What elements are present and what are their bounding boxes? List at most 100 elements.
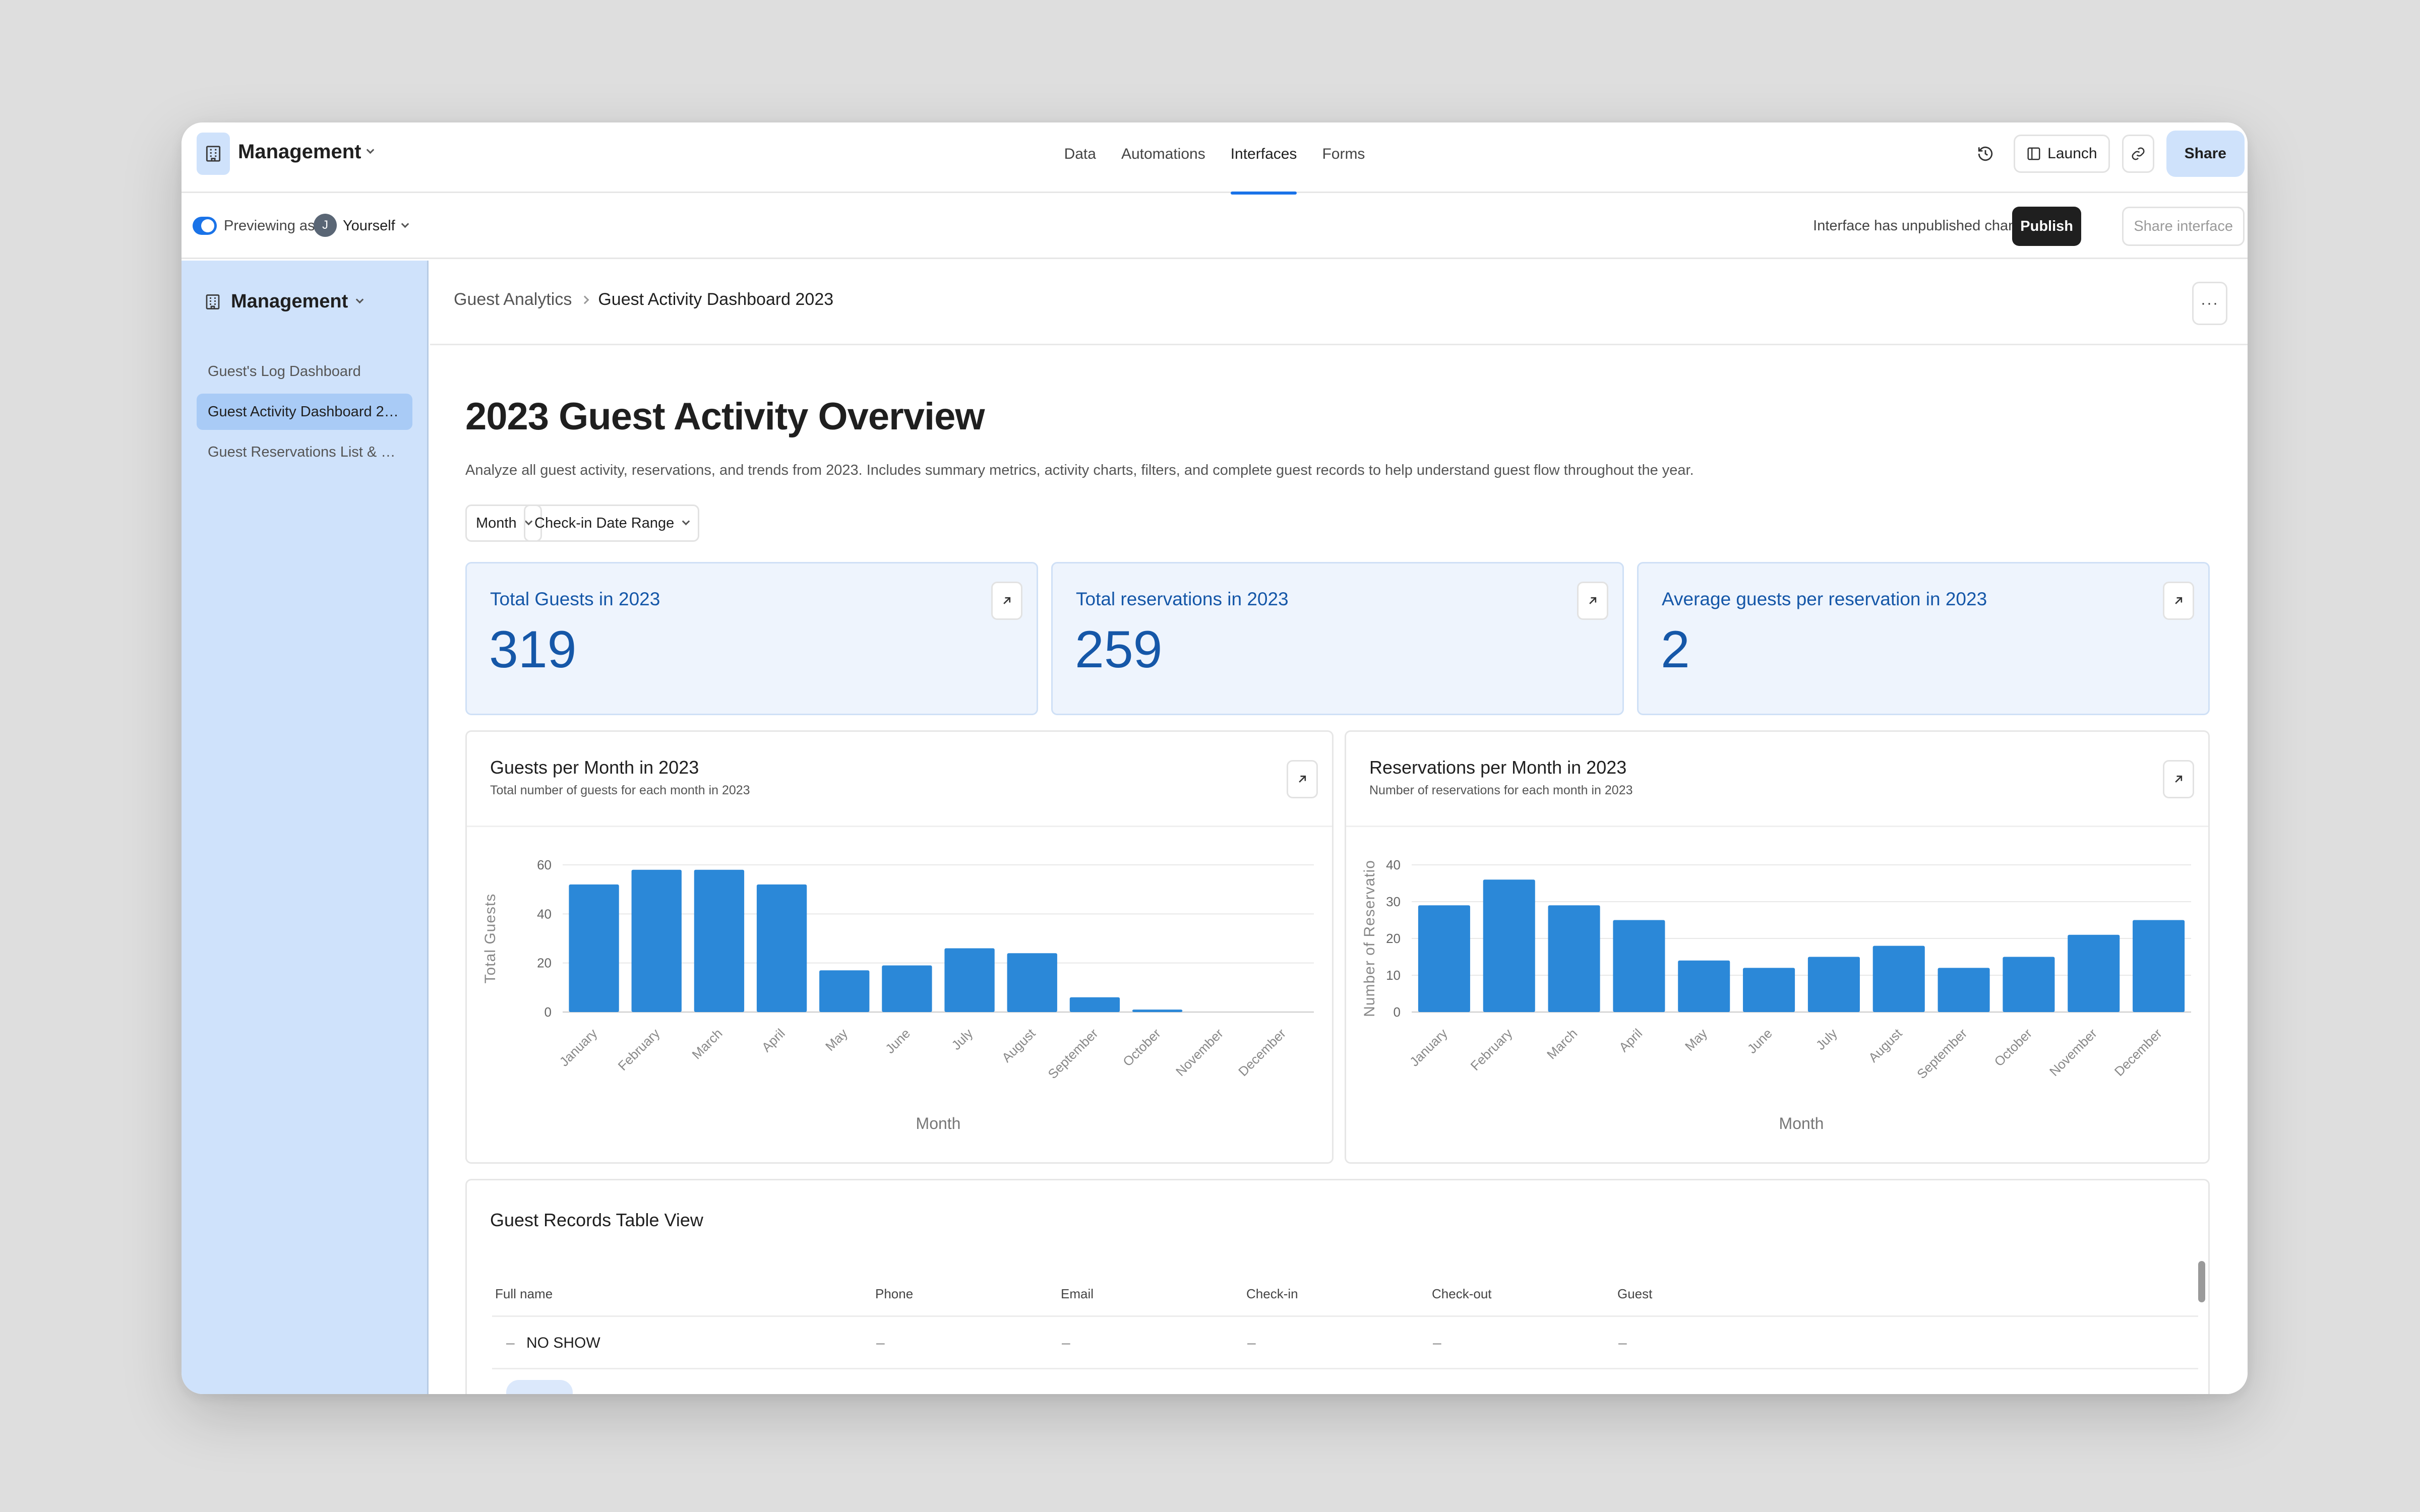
chart-title: Reservations per Month in 2023 [1369,757,1627,778]
bar[interactable] [1069,997,1120,1012]
bar[interactable] [944,948,995,1012]
column-header-guest[interactable]: Guest [1617,1286,1653,1301]
bar[interactable] [1743,968,1795,1012]
chevron-right-icon [580,295,589,304]
launch-button[interactable]: Launch [2014,135,2110,173]
top-actions: Launch Share [1969,131,2245,177]
x-tick-label: November [1173,1026,1226,1079]
x-tick-label: February [1468,1026,1516,1074]
bar[interactable] [1807,957,1860,1013]
kpi-card-total-reservations: Total reservations in 2023 259 [1051,562,1624,715]
base-switcher[interactable]: Management [238,141,374,163]
more-options-button[interactable]: ··· [2192,282,2227,325]
tab-forms[interactable]: Forms [1322,146,1365,162]
share-button[interactable]: Share [2166,131,2245,177]
guests-bar-chart: 0 20 40 60 January February March April May June J… [482,857,1314,1132]
x-tick-label: September [1045,1026,1101,1082]
y-tick-label: 40 [537,906,552,921]
bar[interactable] [1132,1010,1183,1012]
share-interface-button[interactable]: Share interface [2122,207,2245,246]
bar[interactable] [1007,953,1057,1012]
x-tick-label: January [1407,1026,1450,1069]
y-tick-label: 60 [537,857,552,872]
bar[interactable] [819,970,870,1012]
avatar[interactable]: J [314,214,337,237]
x-tick-label: June [882,1026,913,1056]
table-title: Guest Records Table View [490,1210,703,1230]
expand-icon[interactable] [991,582,1022,620]
cell-phone: – [876,1335,885,1351]
building-icon [206,294,220,309]
link-icon[interactable] [2122,135,2154,173]
expand-icon[interactable] [1287,760,1318,798]
column-header-check-in[interactable]: Check-in [1246,1286,1298,1301]
bar[interactable] [2003,957,2055,1013]
expand-icon[interactable] [2163,582,2194,620]
kpi-label: Average guests per reservation in 2023 [1662,589,1987,609]
history-icon[interactable] [1969,135,2002,173]
y-tick-label: 0 [544,1004,552,1020]
bar[interactable] [1483,879,1535,1012]
bar[interactable] [694,869,745,1012]
breadcrumb-parent[interactable]: Guest Analytics [454,290,572,309]
group-name: NO SHOW [526,1335,600,1351]
sidebar-item-guest-activity[interactable]: Guest Activity Dashboard 2023 [197,394,412,430]
bar[interactable] [2133,920,2185,1013]
publish-button[interactable]: Publish [2012,207,2081,246]
bar[interactable] [1548,905,1600,1012]
column-header-phone[interactable]: Phone [875,1286,914,1301]
column-header-full-name[interactable]: Full name [495,1286,553,1301]
sidebar-item-guest-reservations[interactable]: Guest Reservations List & Details [208,444,412,460]
preview-toggle[interactable] [193,217,217,235]
bar[interactable] [1418,905,1470,1012]
bar[interactable] [1938,968,1990,1012]
breadcrumb-bar: Guest Analytics Guest Activity Dashboard… [430,261,2248,345]
sidebar-item-guests-log[interactable]: Guest's Log Dashboard [208,363,361,380]
top-bar: Management Data Automations Interfaces F… [182,122,2248,195]
cell-email: – [1062,1335,1070,1351]
bar[interactable] [1678,960,1730,1012]
expand-icon[interactable] [1577,582,1608,620]
x-tick-label: February [615,1026,663,1074]
y-axis-label: Total Guests [482,894,499,984]
x-tick-label: July [1813,1026,1840,1053]
x-tick-label: August [1865,1025,1905,1065]
launch-label: Launch [2047,145,2097,162]
kpi-card-average-guests: Average guests per reservation in 2023 2 [1637,562,2210,715]
expand-icon[interactable] [2163,760,2194,798]
filter-checkin-range[interactable]: Check-in Date Range [524,505,700,542]
divider [492,1315,2198,1317]
main-nav: Data Automations Interfaces Forms [182,122,2248,195]
sidebar: Management Guest's Log Dashboard Guest A… [182,261,429,1394]
column-header-email[interactable]: Email [1061,1286,1094,1301]
bar[interactable] [1872,946,1925,1012]
bar[interactable] [756,884,807,1012]
bar[interactable] [2068,934,2120,1012]
group-collapse-toggle[interactable]: – [506,1335,515,1351]
x-tick-label: April [1616,1026,1645,1055]
chevron-down-icon [401,220,409,228]
bar[interactable] [1613,920,1665,1013]
preview-user-select[interactable]: Yourself [343,218,409,234]
column-header-check-out[interactable]: Check-out [1432,1286,1492,1301]
sidebar-base-switcher[interactable]: Management [204,291,364,312]
chart-title: Guests per Month in 2023 [490,757,699,778]
building-icon[interactable] [197,133,230,175]
bar[interactable] [882,965,932,1012]
page-description: Analyze all guest activity, reservations… [465,462,1694,478]
preview-user-label: Yourself [343,218,395,234]
filter-month[interactable]: Month [465,505,542,542]
chevron-down-icon [682,517,690,525]
table-scrollbar[interactable] [2198,1261,2205,1302]
tab-automations[interactable]: Automations [1121,146,1205,162]
page-title: 2023 Guest Activity Overview [465,395,985,438]
tab-data[interactable]: Data [1064,146,1096,162]
preview-bar: Previewing as J Yourself Interface has u… [182,195,2248,259]
x-tick-label: December [2111,1026,2165,1079]
x-tick-label: January [557,1026,600,1069]
x-tick-label: March [689,1026,725,1062]
tab-interfaces[interactable]: Interfaces [1230,122,1297,195]
bar[interactable] [631,869,682,1012]
cell-guest: – [1618,1335,1627,1351]
bar[interactable] [569,884,619,1012]
